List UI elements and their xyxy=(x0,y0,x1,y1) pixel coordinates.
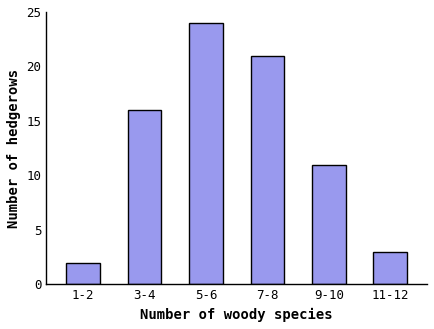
Bar xyxy=(66,263,100,285)
Y-axis label: Number of hedgerows: Number of hedgerows xyxy=(7,69,21,228)
Bar xyxy=(312,164,346,285)
Bar xyxy=(128,110,161,285)
Bar xyxy=(189,23,223,285)
Bar xyxy=(373,252,407,285)
X-axis label: Number of woody species: Number of woody species xyxy=(140,308,333,322)
Bar xyxy=(250,56,284,285)
